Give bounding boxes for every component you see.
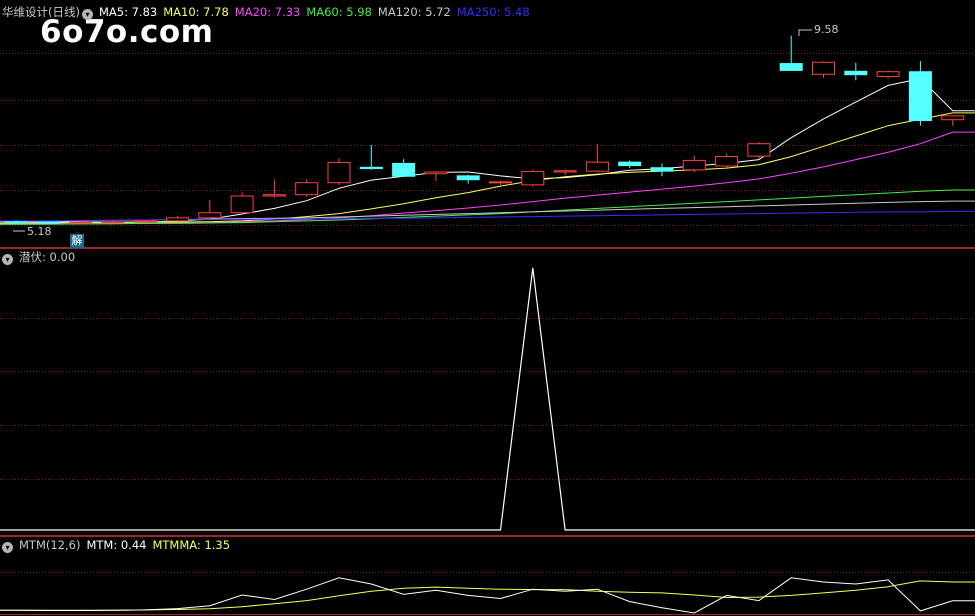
qianfu-name: 潜伏 [19, 250, 42, 264]
candle [876, 70, 900, 79]
candle [36, 221, 60, 225]
candle-body [198, 212, 222, 219]
ma60-line [0, 189, 975, 225]
candle [779, 35, 803, 71]
candle-body [36, 222, 60, 225]
price-annotations: 9.58 5.18 [13, 23, 839, 238]
candle-body [489, 181, 512, 184]
candle-body [908, 71, 932, 122]
candle [359, 145, 383, 170]
candle [198, 199, 222, 220]
candle-body [812, 61, 835, 75]
mtm-line [0, 577, 975, 614]
candle-body [553, 170, 577, 173]
candle [747, 142, 771, 159]
candle [941, 115, 965, 126]
mtm-value: MTM: 0.44 [86, 538, 147, 552]
candle-body [69, 221, 93, 224]
collapse-icon[interactable]: ▾ [2, 542, 13, 553]
candle-body [650, 167, 674, 172]
candle-body [585, 161, 609, 172]
candle-body [779, 63, 803, 71]
candle-body [844, 70, 868, 76]
candle-body [262, 194, 286, 197]
candle-body [230, 195, 254, 214]
candle [4, 220, 28, 225]
collapse-icon[interactable]: ▾ [81, 9, 93, 20]
candle [844, 62, 868, 81]
low-price-label: 5.18 [27, 225, 52, 238]
candle [715, 153, 739, 168]
signal-marker: 解 [70, 234, 84, 248]
candle [230, 192, 254, 214]
ma60-label: MA60: 5.98 [306, 5, 372, 19]
candle-body [392, 162, 416, 177]
candle [489, 180, 512, 185]
candle [618, 160, 642, 169]
candle-body [941, 115, 965, 121]
candle [295, 179, 319, 197]
ma20-label: MA20: 7.33 [234, 5, 301, 19]
qianfu-legend: ▾ 潜伏: 0.00 [2, 250, 81, 265]
qianfu-line [0, 267, 975, 531]
ma5-label: MA5: 7.83 [98, 5, 158, 19]
candle [133, 220, 157, 223]
mtm-legend: ▾ MTM(12,6) MTM: 0.44 MTMMA: 1.35 [2, 538, 236, 553]
mtmma-value: MTMMA: 1.35 [152, 538, 231, 552]
candle-body [133, 220, 157, 223]
candle [585, 144, 609, 172]
candle [908, 61, 932, 126]
candle-body [747, 143, 771, 157]
candle-body [715, 156, 739, 167]
qianfu-indicator [0, 267, 975, 531]
mtmma-line [0, 580, 975, 611]
ma10-line [0, 112, 975, 224]
ma120-label: MA120: 5.72 [377, 5, 451, 19]
high-pointer [798, 29, 812, 36]
candle [553, 169, 577, 175]
candle [650, 163, 674, 177]
candle-body [166, 217, 189, 222]
main-legend: 华维设计(日线) ▾ MA5: 7.83 MA10: 7.78 MA20: 7.33 MA… [2, 5, 536, 20]
candle [69, 220, 93, 224]
ma250-line [0, 210, 975, 222]
candle [521, 169, 545, 187]
candle [456, 174, 480, 184]
mtm-title: MTM(12,6) [19, 538, 81, 552]
candle [262, 179, 286, 198]
candle-body [4, 221, 28, 224]
collapse-icon[interactable]: ▾ [2, 254, 13, 265]
candle-body [295, 182, 319, 196]
candle [812, 61, 835, 78]
candle-body [682, 159, 706, 171]
candle [166, 215, 189, 222]
candle-body [618, 161, 642, 167]
candle-body [101, 221, 125, 224]
stock-title: 华维设计(日线) [2, 5, 80, 19]
watermark-logo: 6o7o.com [40, 14, 214, 50]
mtm-indicator [0, 577, 975, 614]
candle [424, 171, 448, 181]
high-price-label: 9.58 [814, 23, 839, 36]
ma10-label: MA10: 7.78 [163, 5, 229, 19]
candle-body [327, 162, 351, 184]
candle [327, 158, 351, 185]
candle-body [876, 71, 900, 77]
ma120-line [0, 200, 975, 223]
candle [682, 155, 706, 172]
candle-body [456, 175, 480, 181]
candle [101, 220, 125, 224]
grid-lines [0, 53, 975, 615]
candle-body [521, 171, 545, 186]
candle-body [424, 171, 448, 175]
candlesticks [4, 35, 965, 225]
ma250-label: MA250: 5.48 [456, 5, 530, 19]
candle-body [359, 166, 383, 170]
qianfu-value: : 0.00 [42, 250, 76, 264]
candle [392, 159, 416, 178]
